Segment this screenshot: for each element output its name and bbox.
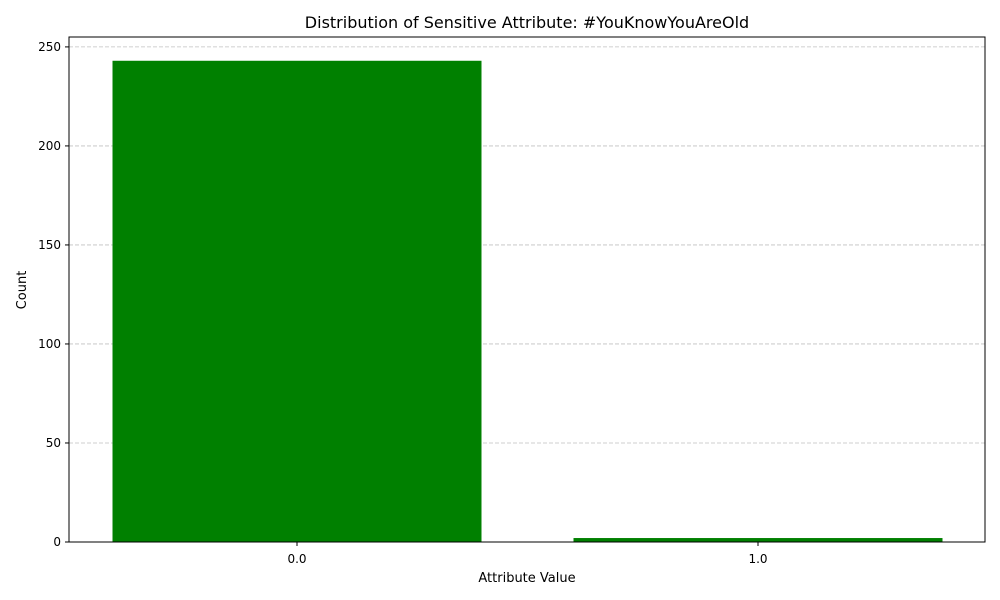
- y-axis-ticks: 0 50 100 150 200 250: [38, 40, 69, 549]
- y-tick-label: 100: [38, 337, 61, 351]
- x-tick-label: 1.0: [748, 552, 767, 566]
- y-tick-label: 0: [53, 535, 61, 549]
- bars: [112, 60, 943, 542]
- bar-0.0: [112, 60, 482, 542]
- y-tick-label: 150: [38, 238, 61, 252]
- y-tick-label: 250: [38, 40, 61, 54]
- bar-1.0: [573, 538, 943, 542]
- chart-title: Distribution of Sensitive Attribute: #Yo…: [305, 13, 749, 32]
- x-axis-ticks: 0.0 1.0: [287, 542, 768, 566]
- y-tick-label: 50: [46, 436, 61, 450]
- plot-frame: [68, 36, 986, 543]
- y-tick-label: 200: [38, 139, 61, 153]
- x-tick-label: 0.0: [287, 552, 306, 566]
- y-axis-label: Count: [15, 271, 30, 310]
- x-axis-label: Attribute Value: [478, 571, 575, 586]
